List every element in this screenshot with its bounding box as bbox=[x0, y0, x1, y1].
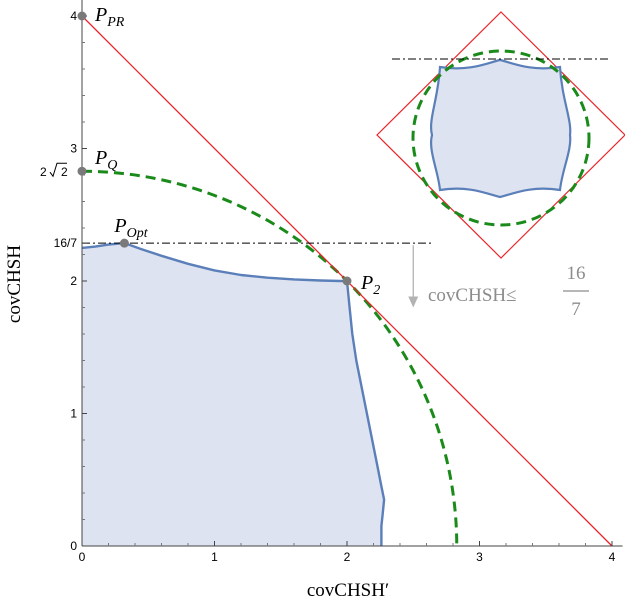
x-tick-label: 3 bbox=[476, 550, 483, 564]
bound-label: covCHSH≤ bbox=[428, 285, 517, 306]
point-label: PQ bbox=[94, 147, 117, 173]
y-tick-label: 0 bbox=[70, 539, 77, 553]
x-tick-label: 2 bbox=[344, 550, 351, 564]
y-tick-label: 4 bbox=[70, 9, 77, 23]
point-label: P2 bbox=[360, 272, 380, 298]
point-label: PPR bbox=[94, 4, 125, 30]
y-tick-label-root: 2 bbox=[40, 165, 47, 179]
bound-denominator: 7 bbox=[571, 299, 581, 320]
y-tick-label: 2 bbox=[70, 274, 77, 288]
point-marker bbox=[342, 276, 352, 286]
y-tick-label: 3 bbox=[70, 142, 77, 156]
y-tick-label: 1 bbox=[70, 407, 77, 421]
x-tick-label: 4 bbox=[609, 550, 616, 564]
point-label: POpt bbox=[113, 215, 148, 241]
radical-sign bbox=[49, 162, 67, 178]
y-tick-label-radicand: 2 bbox=[61, 165, 68, 179]
y-tick-label-fraction: 16/7 bbox=[54, 236, 78, 250]
inset-diamond bbox=[376, 11, 625, 259]
y-axis-title: covCHSH bbox=[4, 245, 25, 323]
point-marker bbox=[77, 11, 87, 21]
region-fill bbox=[82, 243, 385, 546]
point-marker bbox=[77, 166, 87, 176]
x-tick-label: 0 bbox=[79, 550, 86, 564]
inset-circle bbox=[411, 49, 591, 227]
bound-arrowhead bbox=[408, 296, 419, 308]
x-axis-title: covCHSH′ bbox=[307, 580, 389, 601]
x-tick-label: 1 bbox=[211, 550, 218, 564]
inset-region bbox=[430, 58, 572, 199]
bound-numerator: 16 bbox=[567, 263, 586, 284]
point-marker bbox=[119, 238, 129, 248]
